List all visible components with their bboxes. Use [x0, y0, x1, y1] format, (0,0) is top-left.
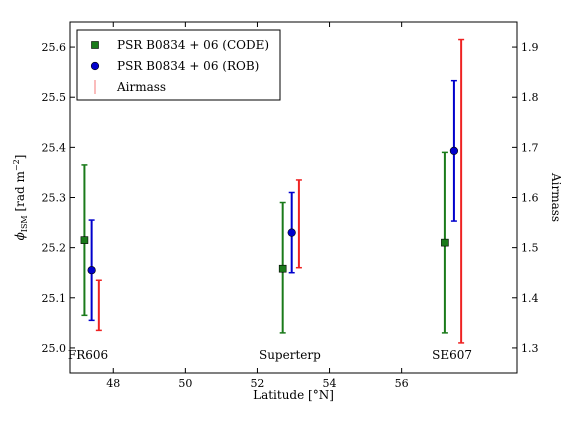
x-tick-label: 50 [178, 377, 192, 390]
y2-tick-label: 1.5 [521, 242, 539, 255]
y2-tick-label: 1.7 [521, 141, 539, 154]
y-tick-label: 25.5 [42, 91, 67, 104]
data-point-circle [287, 228, 296, 237]
y-tick-label: 25.4 [42, 141, 67, 154]
station-label: FR606 [68, 348, 108, 362]
legend: PSR B0834 + 06 (CODE) PSR B0834 + 06 (ROB… [76, 29, 281, 101]
legend-label: PSR B0834 + 06 (CODE) [117, 38, 269, 52]
data-marks [80, 38, 465, 344]
y-tick-label: 25.0 [42, 342, 67, 355]
data-point-circle [87, 266, 96, 275]
legend-label: Airmass [116, 80, 166, 94]
y-tick-label: 25.3 [42, 192, 67, 205]
x-tick-label: 48 [106, 377, 120, 390]
y-axis-label: ϕISM [rad m−2] [12, 155, 29, 241]
y2-tick-label: 1.4 [521, 292, 539, 305]
data-point-square [278, 264, 287, 273]
legend-label: PSR B0834 + 06 (ROB) [117, 59, 259, 73]
y2-tick-label: 1.8 [521, 91, 539, 104]
y2-tick-label: 1.6 [521, 192, 539, 205]
y-tick-label: 25.6 [42, 41, 67, 54]
y2-tick-label: 1.3 [521, 342, 539, 355]
legend-box [76, 29, 281, 101]
y2-tick-label: 1.9 [521, 41, 539, 54]
axes: 48 50 52 54 56 25.0 25.1 25.2 25.3 25.4 25.5 25.6 1.… [12, 21, 563, 402]
station-label: SE607 [432, 348, 472, 362]
station-label: Superterp [259, 348, 321, 362]
x-axis-label: Latitude [°N] [253, 388, 334, 402]
y2-axis-label: Airmass [549, 172, 563, 222]
legend-marker-circle [90, 61, 100, 71]
y-tick-label: 25.1 [42, 292, 67, 305]
x-tick-label: 56 [395, 377, 409, 390]
x-tick-label: 54 [323, 377, 337, 390]
legend-marker-square [91, 41, 99, 49]
data-point-square [80, 236, 89, 244]
y-tick-label: 25.2 [42, 242, 67, 255]
x-tick-label: 52 [250, 377, 264, 390]
plot-frame [69, 21, 518, 374]
data-point-circle [449, 146, 459, 155]
data-point-square [441, 238, 449, 247]
